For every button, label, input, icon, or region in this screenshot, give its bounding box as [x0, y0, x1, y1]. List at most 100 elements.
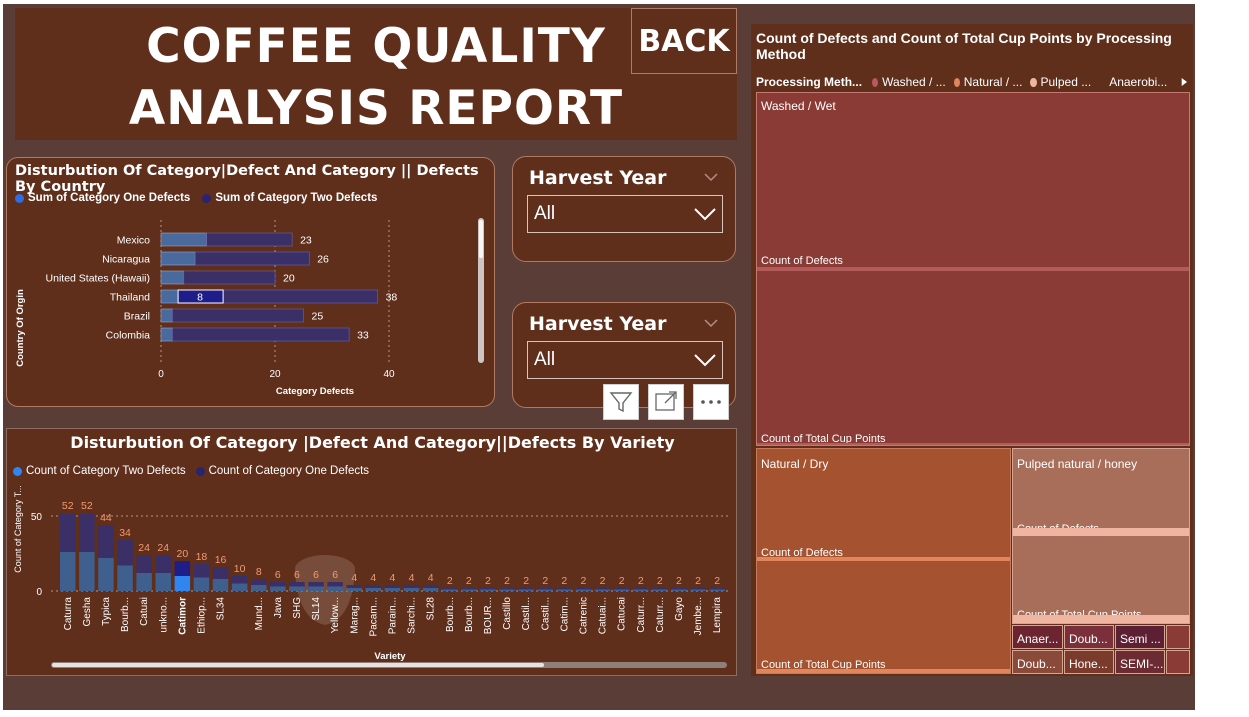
variety-bar-cat-one[interactable]: [556, 588, 573, 590]
variety-bar-cat-one[interactable]: [193, 564, 210, 578]
variety-bar-cat-two[interactable]: [308, 586, 324, 592]
variety-bar-cat-two[interactable]: [365, 588, 382, 591]
variety-bar-cat-two[interactable]: [327, 586, 343, 592]
treemap-cell-pulped[interactable]: Pulped natural / honey Count of Defects …: [1012, 448, 1190, 624]
treemap-cell-washed[interactable]: Washed / Wet Count of Defects Count of T…: [756, 92, 1190, 446]
country-bar-cat-one[interactable]: [160, 270, 185, 285]
variety-bar-cat-two[interactable]: [346, 588, 363, 591]
country-bar-cat-two[interactable]: [183, 270, 276, 285]
variety-bar-cat-one[interactable]: [690, 588, 706, 590]
treemap-cell-semi[interactable]: Semi ...: [1115, 625, 1165, 649]
variety-bar-cat-two[interactable]: [575, 589, 592, 592]
variety-bar-cat-one[interactable]: [231, 576, 248, 584]
variety-bar-cat-two[interactable]: [594, 589, 611, 592]
variety-scrollbar-thumb[interactable]: [52, 663, 544, 667]
variety-bar-cat-one[interactable]: [308, 582, 324, 587]
variety-bar-cat-two[interactable]: [193, 577, 210, 592]
variety-bar-cat-two[interactable]: [174, 576, 191, 591]
variety-bar-cat-one[interactable]: [79, 513, 95, 552]
variety-bar-cat-two[interactable]: [384, 588, 401, 591]
variety-bar-cat-one[interactable]: [270, 582, 286, 587]
variety-bar-cat-two[interactable]: [136, 573, 152, 591]
variety-bar-cat-two[interactable]: [537, 589, 554, 592]
country-bar-cat-two[interactable]: [172, 327, 350, 342]
variety-bar-cat-one[interactable]: [537, 588, 554, 590]
variety-bar-cat-one[interactable]: [709, 588, 725, 590]
country-scrollbar-thumb[interactable]: [479, 220, 483, 258]
variety-bar-cat-one[interactable]: [60, 513, 76, 552]
variety-bar-cat-one[interactable]: [212, 567, 229, 579]
variety-bar-cat-two[interactable]: [270, 586, 286, 592]
variety-bar-cat-two[interactable]: [79, 552, 95, 591]
country-highlight-box[interactable]: [177, 289, 224, 304]
country-bar-cat-two[interactable]: [194, 251, 310, 266]
variety-bar-cat-one[interactable]: [652, 588, 668, 590]
country-bar-cat-one[interactable]: [160, 327, 173, 342]
variety-bar-cat-one[interactable]: [499, 588, 515, 590]
variety-bar-cat-two[interactable]: [480, 589, 496, 592]
variety-bar-cat-one[interactable]: [422, 585, 439, 588]
variety-bar-cat-two[interactable]: [212, 579, 229, 591]
country-bar-cat-two[interactable]: [206, 232, 293, 247]
variety-bar-cat-two[interactable]: [60, 552, 76, 591]
variety-bar-cat-two[interactable]: [98, 558, 114, 591]
variety-bar-cat-one[interactable]: [518, 588, 534, 590]
variety-bar-cat-one[interactable]: [365, 585, 382, 588]
treemap-cell-anaerobic[interactable]: Anaer...: [1012, 625, 1063, 649]
variety-bar-cat-two[interactable]: [556, 589, 573, 592]
variety-bar-cat-two[interactable]: [613, 589, 630, 592]
treemap-cell-semi-2[interactable]: SEMI-...: [1115, 650, 1165, 674]
slicer-1-dropdown[interactable]: All: [527, 195, 723, 233]
country-bar-cat-one[interactable]: [160, 232, 207, 247]
variety-bar-cat-one[interactable]: [613, 588, 630, 590]
slicer-2-dropdown[interactable]: All: [527, 341, 723, 379]
variety-bar-cat-one[interactable]: [251, 579, 267, 585]
variety-bar-cat-two[interactable]: [422, 588, 439, 591]
treemap-cell-honey[interactable]: Hone...: [1064, 650, 1114, 674]
variety-bar-cat-one[interactable]: [98, 525, 114, 558]
variety-bar-cat-two[interactable]: [671, 589, 687, 592]
variety-bar-cat-two[interactable]: [461, 589, 477, 592]
variety-bar-cat-two[interactable]: [155, 573, 172, 591]
variety-bar-cat-one[interactable]: [403, 585, 420, 588]
variety-bar-cat-two[interactable]: [690, 589, 706, 592]
variety-bar-cat-two[interactable]: [403, 588, 420, 591]
more-options-button[interactable]: [693, 384, 729, 420]
variety-bar-cat-two[interactable]: [289, 586, 305, 592]
chevron-down-icon[interactable]: [703, 315, 719, 331]
variety-bar-cat-one[interactable]: [671, 588, 687, 590]
filter-button[interactable]: [603, 384, 639, 420]
treemap-cell-natural[interactable]: Natural / Dry Count of Defects Count of …: [756, 448, 1011, 674]
variety-bar-cat-two[interactable]: [633, 589, 649, 592]
variety-bar-cat-two[interactable]: [442, 589, 458, 592]
variety-bar-cat-two[interactable]: [251, 585, 267, 591]
country-bar-cat-one[interactable]: [160, 308, 173, 323]
variety-bar-cat-one[interactable]: [633, 588, 649, 590]
variety-bar-cat-two[interactable]: [499, 589, 515, 592]
variety-bar-cat-one[interactable]: [136, 555, 152, 573]
variety-bar-cat-two[interactable]: [652, 589, 668, 592]
country-bar-cat-one[interactable]: [160, 251, 196, 266]
variety-bar-cat-one[interactable]: [174, 561, 191, 576]
treemap-cell-other-2[interactable]: [1166, 650, 1190, 674]
variety-bar-cat-one[interactable]: [327, 582, 343, 587]
variety-bar-cat-one[interactable]: [442, 588, 458, 590]
variety-bar-cat-one[interactable]: [155, 555, 172, 573]
treemap-cell-other-1[interactable]: [1166, 625, 1190, 649]
variety-bar-cat-one[interactable]: [384, 585, 401, 588]
variety-bar-cat-one[interactable]: [461, 588, 477, 590]
treemap-cell-double-1[interactable]: Doub...: [1064, 625, 1114, 649]
treemap-cell-double-2[interactable]: Doub...: [1012, 650, 1063, 674]
legend-next-arrow-icon[interactable]: [1181, 75, 1188, 89]
variety-bar-cat-one[interactable]: [346, 585, 363, 588]
variety-bar-cat-one[interactable]: [117, 540, 133, 566]
variety-bar-cat-one[interactable]: [594, 588, 611, 590]
variety-bar-cat-two[interactable]: [231, 583, 248, 592]
variety-bar-cat-two[interactable]: [117, 565, 133, 592]
focus-mode-button[interactable]: [648, 384, 684, 420]
variety-bar-cat-one[interactable]: [480, 588, 496, 590]
back-button[interactable]: BACK: [631, 8, 737, 74]
variety-bar-cat-one[interactable]: [575, 588, 592, 590]
chevron-down-icon[interactable]: [703, 169, 719, 185]
variety-bar-cat-two[interactable]: [518, 589, 534, 592]
